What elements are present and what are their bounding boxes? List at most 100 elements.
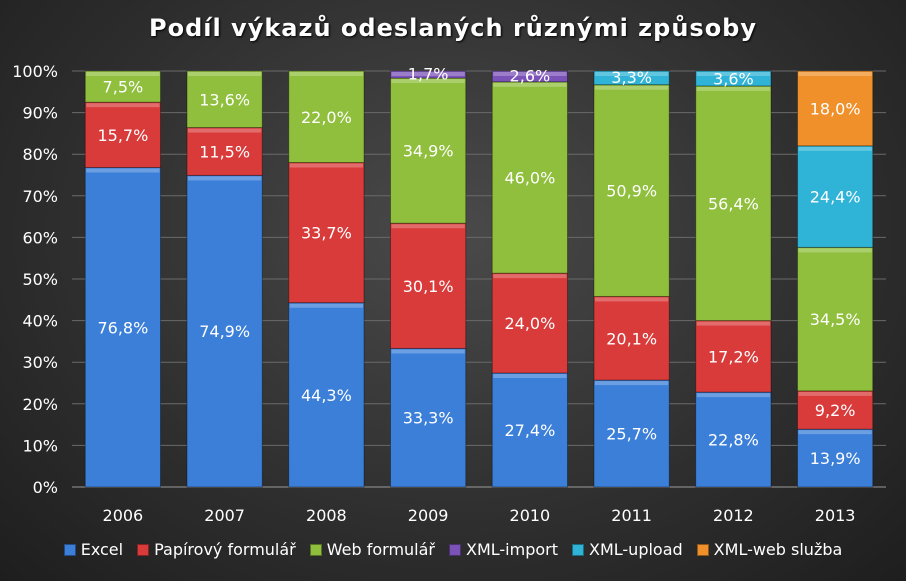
y-tick-label: 10%	[22, 436, 58, 455]
bar-segment	[84, 101, 162, 169]
x-tick-label: 2013	[815, 506, 856, 525]
data-label: 34,5%	[810, 310, 861, 329]
legend-item: XML-upload	[572, 540, 683, 559]
legend-item: XML-import	[449, 540, 558, 559]
bar-highlight	[493, 374, 567, 379]
x-tick-label: 2007	[204, 506, 245, 525]
data-label: 33,7%	[301, 224, 352, 243]
bar-highlight	[391, 79, 465, 84]
data-label: 3,6%	[713, 69, 754, 88]
legend-label: Excel	[80, 540, 124, 559]
bar-highlight	[696, 86, 771, 91]
bar-segment	[288, 162, 365, 304]
data-label: 3,3%	[611, 68, 652, 87]
data-label: 24,0%	[504, 314, 555, 333]
legend-swatch	[696, 543, 709, 556]
bar-segment	[796, 246, 874, 392]
bar-segment	[593, 70, 670, 86]
data-label: 2,6%	[510, 66, 551, 85]
data-label: 11,5%	[199, 142, 250, 161]
legend-item: Web formulář	[309, 540, 435, 559]
data-label: 27,4%	[504, 421, 555, 440]
bar-highlight	[86, 103, 160, 108]
bar-segment	[796, 145, 874, 248]
bar-highlight	[696, 393, 771, 398]
legend-swatch	[572, 543, 584, 556]
data-label: 13,9%	[810, 449, 861, 468]
bar-highlight	[798, 72, 872, 76]
data-label: 18,0%	[810, 99, 861, 118]
x-tick-label: 2010	[510, 506, 551, 525]
bar-highlight	[187, 176, 262, 181]
y-tick-label: 60%	[22, 228, 58, 247]
data-label: 22,0%	[301, 108, 352, 127]
bar-segment	[796, 390, 874, 430]
bar-highlight	[696, 321, 771, 326]
y-tick-label: 0%	[33, 478, 58, 497]
bar-segment	[491, 372, 569, 488]
bar-segment	[695, 320, 772, 393]
data-label: 50,9%	[606, 182, 657, 201]
data-label: 46,0%	[504, 168, 555, 187]
bar-highlight	[798, 430, 872, 435]
bar-highlight	[187, 128, 262, 133]
x-tick-label: 2011	[611, 506, 652, 525]
bar-segment	[389, 222, 467, 349]
legend-swatch	[309, 543, 322, 556]
legend-item: Papírový formulář	[137, 540, 296, 559]
chart-title: Podíl výkazů odeslaných různými způsoby	[148, 14, 757, 42]
data-label: 1,7%	[408, 65, 449, 84]
data-label: 7,5%	[103, 78, 144, 97]
y-tick-label: 30%	[22, 353, 58, 372]
y-tick-label: 80%	[22, 145, 58, 164]
data-label: 13,6%	[199, 90, 250, 109]
legend-item: XML-web služba	[696, 540, 843, 559]
bar-segment	[796, 70, 874, 147]
data-label: 34,9%	[403, 142, 454, 161]
bar-highlight	[391, 224, 465, 229]
bar-highlight	[289, 163, 364, 168]
bar-highlight	[696, 72, 771, 76]
legend-label: Papírový formulář	[154, 540, 296, 559]
x-tick-label: 2009	[408, 506, 449, 525]
bar-highlight	[798, 248, 872, 253]
bar-highlight	[594, 381, 669, 386]
data-label: 44,3%	[301, 386, 352, 405]
bar-highlight	[86, 72, 160, 76]
data-label: 17,2%	[708, 347, 759, 366]
bar-segment	[796, 428, 874, 488]
bar-segment	[695, 70, 772, 87]
bar-segment	[593, 84, 670, 297]
bar-highlight	[493, 82, 567, 87]
y-tick-label: 70%	[22, 187, 58, 206]
bar-highlight	[86, 168, 160, 173]
bar-highlight	[594, 85, 669, 90]
legend-label: XML-import	[466, 540, 558, 559]
bar-highlight	[187, 72, 262, 76]
bar-highlight	[798, 146, 872, 151]
bar-segment	[593, 295, 670, 381]
x-tick-label: 2012	[713, 506, 754, 525]
bar-segment	[288, 70, 365, 164]
bar-highlight	[391, 349, 465, 354]
bar-segment	[84, 70, 162, 103]
data-label: 56,4%	[708, 194, 759, 213]
y-tick-label: 90%	[22, 104, 58, 123]
bar-highlight	[594, 297, 669, 302]
legend-label: XML-web služba	[713, 540, 843, 559]
data-label: 25,7%	[606, 425, 657, 444]
bar-segment	[491, 272, 569, 374]
legend-swatch	[449, 543, 461, 556]
chart-legend: Excel Papírový formulář Web formulář XML-im…	[0, 540, 906, 559]
data-label: 15,7%	[97, 126, 148, 145]
bar-segment	[186, 174, 263, 488]
bar-segment	[389, 77, 467, 224]
x-tick-label: 2008	[306, 506, 347, 525]
bar-segment	[491, 81, 569, 274]
data-label: 74,9%	[199, 322, 250, 341]
legend-item: Excel	[63, 540, 124, 559]
legend-label: Web formulář	[326, 540, 435, 559]
bar-segment	[695, 391, 772, 488]
bar-segment	[186, 127, 263, 176]
